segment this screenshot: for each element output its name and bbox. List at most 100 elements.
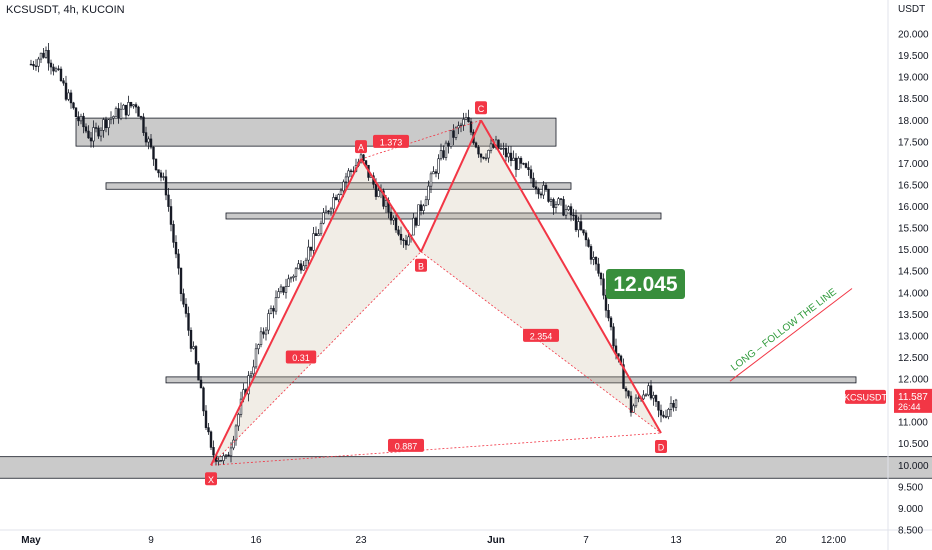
candle-body xyxy=(519,157,523,164)
candle-body xyxy=(267,313,270,331)
candle-body xyxy=(209,431,213,448)
candle-body xyxy=(462,119,465,126)
x-tick-label: 23 xyxy=(355,535,367,546)
y-tick-label: 17.000 xyxy=(898,159,929,170)
candle-body xyxy=(422,205,425,211)
candle-body xyxy=(304,259,308,267)
candle-body xyxy=(512,157,515,161)
ratio-label: 1.373 xyxy=(380,137,403,147)
candle-body xyxy=(199,379,203,389)
candle-body xyxy=(402,239,405,241)
y-tick-label: 12.500 xyxy=(898,353,929,364)
candle-body xyxy=(319,222,323,235)
candle-body xyxy=(39,52,43,60)
candle-body xyxy=(112,116,115,119)
candle-body xyxy=(437,158,440,174)
candle-body xyxy=(432,171,435,175)
candle-body xyxy=(164,176,168,196)
countdown-label: 26:44 xyxy=(898,402,921,412)
candle-body xyxy=(577,221,580,231)
candle-body xyxy=(97,127,100,137)
chart-title: KCSUSDT, 4h, KUCOIN xyxy=(6,4,125,16)
candle-body xyxy=(174,241,178,255)
candle-body xyxy=(362,154,365,161)
candle-body xyxy=(222,455,225,461)
pattern-point-badge xyxy=(475,101,487,115)
candle-body xyxy=(552,199,555,208)
candle-body xyxy=(559,198,563,200)
harmonic-pattern: X A B C D 1.373 0.31 2.354 0.887 xyxy=(205,101,667,486)
candle-body xyxy=(594,256,598,265)
candle-body xyxy=(204,410,208,428)
candle-body xyxy=(182,293,185,305)
candle-body xyxy=(544,185,548,190)
candle-body xyxy=(92,127,95,142)
candle-body xyxy=(399,233,403,241)
candle-body xyxy=(57,68,60,70)
candle-body xyxy=(137,106,140,117)
candle-body xyxy=(334,197,338,201)
candle-body xyxy=(452,130,455,138)
candle-body xyxy=(609,317,613,328)
candle-body xyxy=(49,62,53,68)
candle-body xyxy=(62,80,65,84)
candle-body xyxy=(249,373,253,376)
candle-body xyxy=(202,387,205,412)
candle-body xyxy=(349,170,353,172)
candle-body xyxy=(234,425,238,441)
candle-body xyxy=(457,125,460,129)
candle-body xyxy=(374,183,378,197)
x-tick-label: 13 xyxy=(670,535,682,546)
candle-body xyxy=(627,390,630,397)
candle-body xyxy=(489,143,493,151)
candle-body xyxy=(404,240,408,246)
candle-body xyxy=(537,188,540,195)
candle-body xyxy=(129,102,133,107)
candle-body xyxy=(59,68,63,82)
candle-body xyxy=(499,148,503,150)
candle-body xyxy=(414,217,418,226)
bcd-triangle xyxy=(421,120,661,433)
candle-body xyxy=(569,206,573,216)
candle-body xyxy=(307,246,310,261)
ratio-badge xyxy=(388,438,424,452)
candle-body xyxy=(662,414,665,417)
candle-body xyxy=(522,163,525,165)
candle-body xyxy=(99,130,103,137)
price-zone xyxy=(225,212,662,220)
candles xyxy=(29,43,678,466)
candle-body xyxy=(427,185,430,201)
candle-body xyxy=(144,132,148,143)
y-tick-label: 20.000 xyxy=(898,30,929,41)
candle-body xyxy=(337,194,340,201)
y-tick-label: 19.500 xyxy=(898,51,929,62)
candle-body xyxy=(157,169,160,174)
current-price-tag xyxy=(894,388,932,413)
candle-body xyxy=(184,303,188,314)
candle-body xyxy=(467,117,470,122)
candle-body xyxy=(162,176,165,178)
candle-body xyxy=(149,138,153,148)
y-tick-label: 15.000 xyxy=(898,245,929,256)
candle-body xyxy=(77,116,80,122)
candle-body xyxy=(159,172,163,178)
symbol-tag-label: KCSUSDT xyxy=(844,392,888,402)
candle-body xyxy=(554,204,558,208)
candle-body xyxy=(329,208,333,213)
candle-body xyxy=(447,142,450,147)
candle-body xyxy=(654,395,658,402)
candle-body xyxy=(104,119,108,129)
candle-body xyxy=(269,308,273,314)
y-tick-label: 17.500 xyxy=(898,137,929,148)
candle-body xyxy=(434,171,438,174)
candle-body xyxy=(314,233,318,236)
candle-body xyxy=(389,211,393,221)
candle-body xyxy=(617,353,620,357)
candle-body xyxy=(497,139,500,149)
candle-body xyxy=(502,147,505,150)
x-tick-label: May xyxy=(21,535,41,546)
candle-body xyxy=(227,454,230,457)
candle-body xyxy=(79,115,83,122)
candle-body xyxy=(292,275,295,278)
